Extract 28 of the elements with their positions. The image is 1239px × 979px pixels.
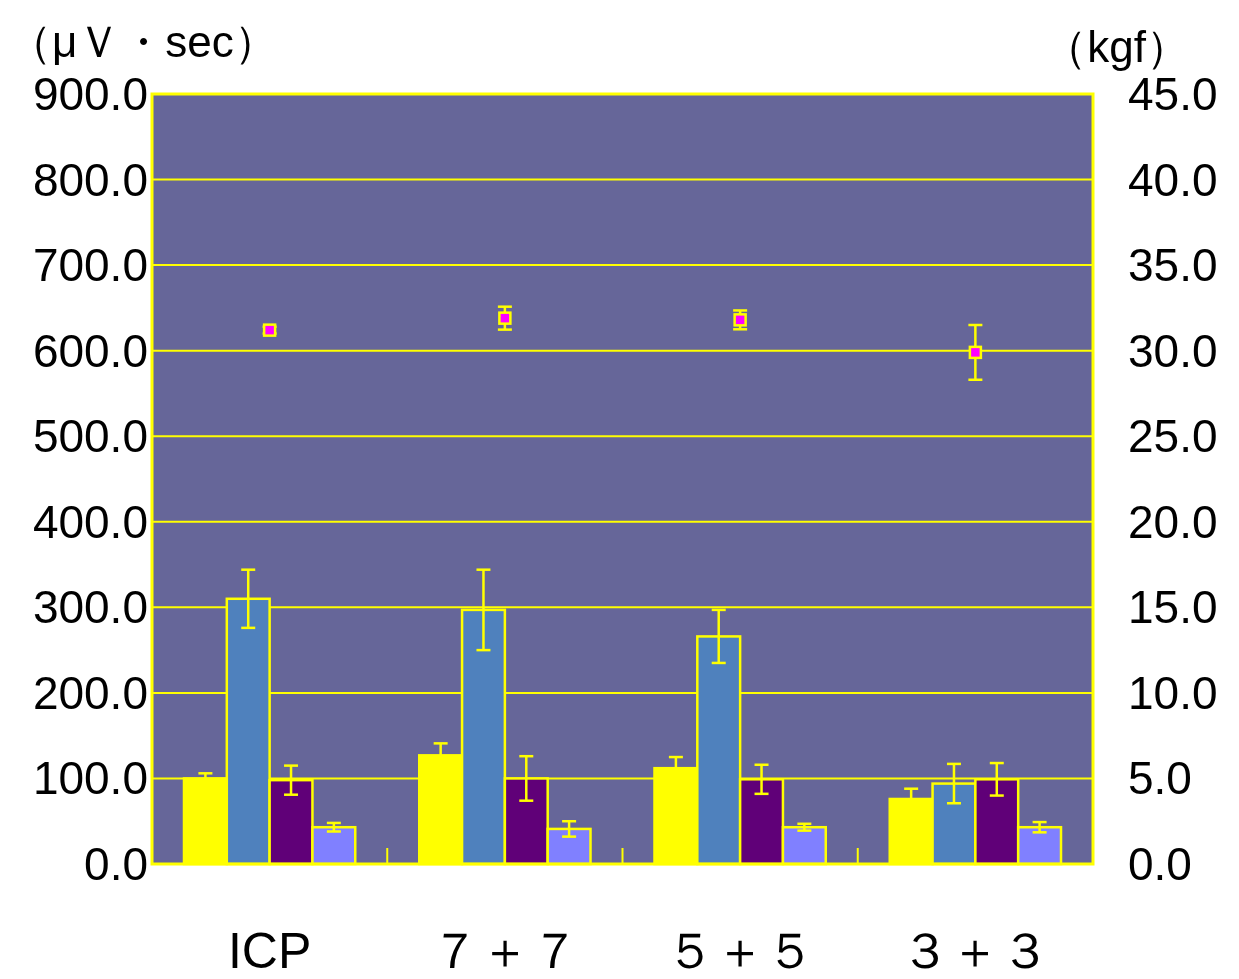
- y-tick-label: 100.0: [32, 752, 148, 805]
- x-tick-label: ７＋７: [429, 923, 580, 979]
- y2-tick-label: 35.0: [1128, 239, 1218, 292]
- y2-tick-label: 10.0: [1128, 666, 1218, 719]
- y-axis-title: （μＶ・sec）: [8, 17, 278, 66]
- y2-axis-title: （kgf）: [1043, 22, 1190, 71]
- y2-tick-label: 25.0: [1128, 410, 1218, 463]
- point: [498, 311, 512, 325]
- y2-tick-label: 30.0: [1128, 324, 1218, 377]
- y-tick-label: 600.0: [32, 324, 148, 377]
- point: [733, 313, 747, 327]
- x-tick-label: ５＋５: [665, 923, 816, 979]
- y-tick-label: 800.0: [32, 153, 148, 206]
- y-tick-label: 900.0: [32, 68, 148, 120]
- y-tick-label: 400.0: [32, 495, 148, 548]
- y2-tick-label: 20.0: [1128, 495, 1218, 548]
- y-tick-label: 200.0: [32, 666, 148, 719]
- y-tick-label: 700.0: [32, 239, 148, 292]
- x-tick-label: ICP: [227, 923, 312, 979]
- y2-tick-label: 40.0: [1128, 153, 1218, 206]
- y-tick-label: 300.0: [32, 581, 148, 634]
- y2-tick-label: 0.0: [1128, 838, 1192, 890]
- y-tick-label: 500.0: [32, 410, 148, 463]
- y2-tick-label: 5.0: [1128, 752, 1192, 805]
- x-tick-label: ３＋３: [900, 923, 1051, 979]
- point: [968, 345, 983, 360]
- y-tick-label: 0.0: [84, 838, 148, 890]
- y2-tick-label: 15.0: [1128, 581, 1218, 634]
